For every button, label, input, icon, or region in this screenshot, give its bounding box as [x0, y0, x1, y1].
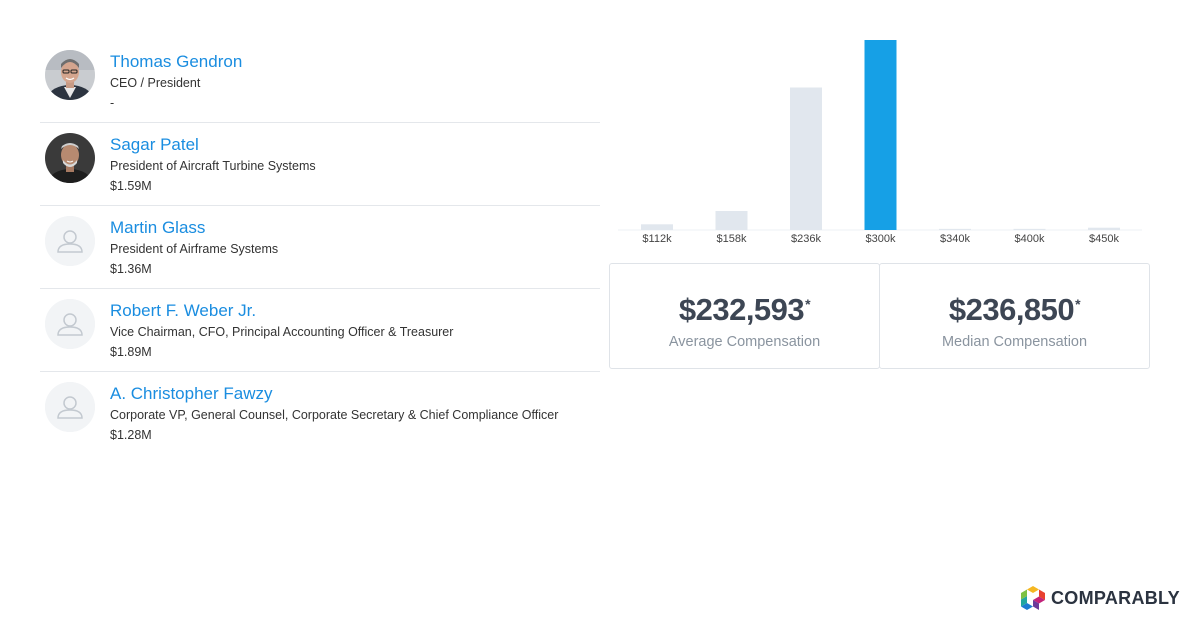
brand-logo[interactable]: COMPARABLY: [1020, 586, 1180, 610]
chart-svg: $112k $158k $236k $300k $340k $400k $450k: [618, 40, 1142, 245]
median-compensation-card: $236,850* Median Compensation: [879, 263, 1150, 369]
average-value-text: $232,593: [678, 292, 805, 327]
x-tick-label: $158k: [717, 233, 747, 245]
list-item: Robert F. Weber Jr. Vice Chairman, CFO, …: [40, 289, 600, 372]
x-tick-label: $340k: [940, 233, 970, 245]
median-compensation-value: $236,850*: [880, 292, 1149, 328]
chart-bar[interactable]: [1013, 228, 1046, 230]
chart-bar[interactable]: [939, 228, 971, 230]
chart-bar[interactable]: [641, 224, 673, 230]
average-compensation-value: $232,593*: [610, 292, 879, 328]
executive-list: Thomas Gendron CEO / President - Sagar P…: [40, 40, 600, 455]
person-name-link[interactable]: Martin Glass: [110, 218, 206, 237]
chart-bar[interactable]: [715, 211, 748, 230]
person-name-link[interactable]: Robert F. Weber Jr.: [110, 301, 257, 320]
person-name-link[interactable]: A. Christopher Fawzy: [110, 384, 273, 403]
person-title: President of Airframe Systems: [110, 242, 279, 256]
person-compensation: $1.28M: [110, 428, 152, 442]
chart-bar[interactable]: [1088, 227, 1120, 230]
person-compensation: $1.89M: [110, 345, 152, 359]
list-item: Thomas Gendron CEO / President -: [40, 40, 600, 123]
median-value-text: $236,850: [948, 292, 1075, 327]
avatar: [45, 50, 95, 100]
person-compensation: $1.36M: [110, 262, 152, 276]
average-compensation-label: Average Compensation: [668, 334, 821, 350]
x-tick-label: $112k: [642, 233, 672, 245]
average-compensation-card: $232,593* Average Compensation: [609, 263, 880, 369]
person-title: Corporate VP, General Counsel, Corporate…: [110, 408, 559, 422]
x-tick-label: $236k: [791, 233, 821, 245]
person-name-link[interactable]: Thomas Gendron: [110, 52, 243, 71]
x-tick-label: $300k: [866, 233, 896, 245]
list-item: A. Christopher Fawzy Corporate VP, Gener…: [40, 372, 600, 455]
brand-name: COMPARABLY: [1050, 587, 1180, 608]
person-compensation: $1.59M: [110, 179, 152, 193]
compensation-distribution-chart: $112k $158k $236k $300k $340k $400k $450k: [610, 30, 1150, 260]
comparably-logo-icon: [1020, 586, 1045, 610]
avatar: [45, 133, 95, 183]
chart-bar[interactable]: [864, 40, 897, 230]
list-item: Sagar Patel President of Aircraft Turbin…: [40, 123, 600, 206]
user-placeholder-icon: [45, 299, 95, 349]
median-asterisk: *: [1075, 296, 1081, 312]
median-compensation-label: Median Compensation: [941, 334, 1088, 350]
person-title: President of Aircraft Turbine Systems: [110, 159, 316, 173]
person-compensation: -: [110, 96, 115, 110]
average-asterisk: *: [805, 296, 811, 312]
person-name-link[interactable]: Sagar Patel: [110, 135, 199, 154]
user-placeholder-icon: [45, 382, 95, 432]
list-item: Martin Glass President of Airframe Syste…: [40, 206, 600, 289]
x-tick-label: $450k: [1089, 233, 1119, 245]
x-tick-label: $400k: [1015, 233, 1045, 245]
user-placeholder-icon: [45, 216, 95, 266]
person-title: Vice Chairman, CFO, Principal Accounting…: [110, 325, 454, 339]
person-title: CEO / President: [110, 76, 201, 90]
chart-bar[interactable]: [790, 87, 822, 231]
